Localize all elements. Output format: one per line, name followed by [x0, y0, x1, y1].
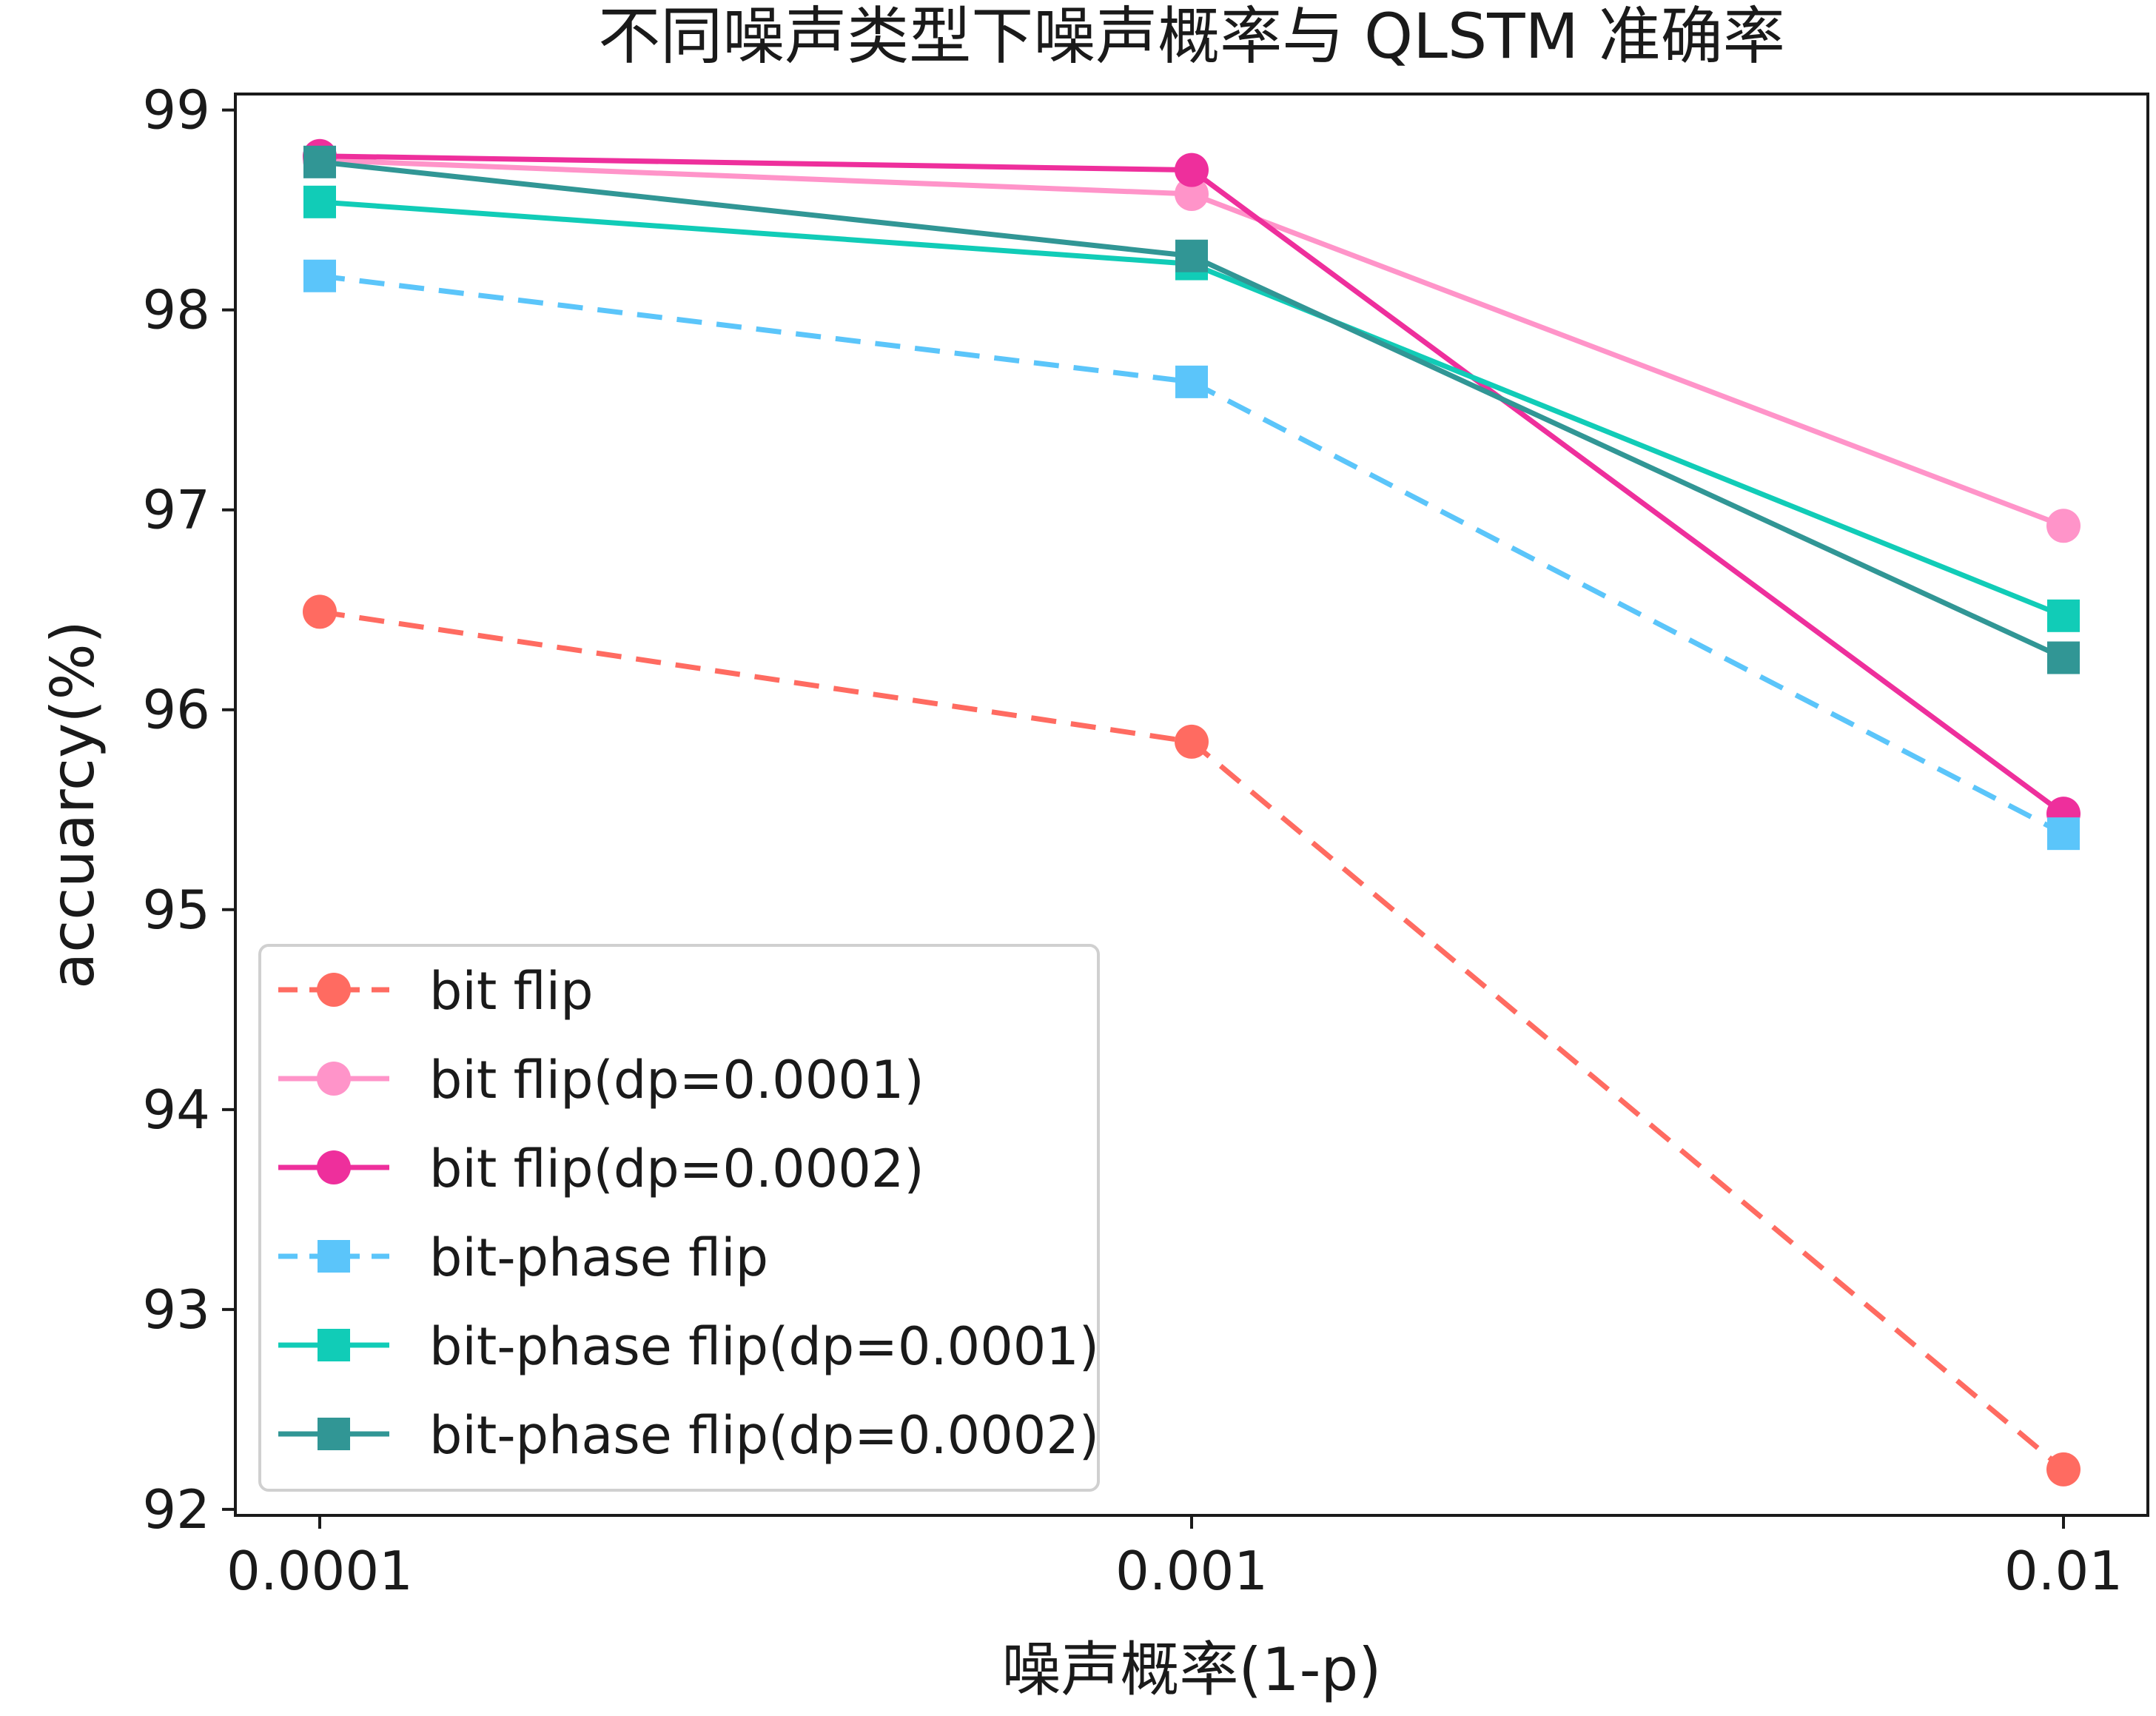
series-line [319, 273, 2065, 837]
y-tick-label: 92 [142, 1478, 210, 1541]
chart-title: 不同噪声类型下噪声概率与 QLSTM 准确率 [598, 0, 1784, 73]
x-tick-label: 0.001 [1115, 1540, 1268, 1602]
legend-swatch-marker [318, 1240, 350, 1273]
legend-swatch-marker [317, 1062, 351, 1096]
legend-item: bit-phase flip(dp=0.0001) [278, 1316, 1099, 1377]
data-point [2047, 599, 2080, 632]
series-1 [303, 594, 2081, 1487]
y-tick-label: 99 [142, 79, 210, 141]
data-point [1175, 365, 1208, 398]
legend-label: bit flip [429, 961, 594, 1022]
legend: bit flip bit flip(dp=0.0001) bit flip(dp=0… [258, 944, 1100, 1492]
data-point [2047, 817, 2080, 851]
y-tick-label: 98 [142, 279, 210, 341]
data-point [303, 259, 336, 292]
legend-item: bit flip(dp=0.0002) [278, 1139, 924, 1199]
legend-label: bit-phase flip [429, 1227, 768, 1288]
legend-swatch-marker [318, 1418, 350, 1450]
series-6 [303, 145, 2080, 674]
x-tick-label: 0.01 [2004, 1540, 2123, 1602]
data-point [1175, 177, 1209, 212]
legend-label: bit-phase flip(dp=0.0002) [429, 1405, 1099, 1466]
y-tick-label: 96 [142, 679, 210, 741]
data-point [2047, 641, 2080, 674]
legend-item: bit-phase flip(dp=0.0002) [278, 1405, 1099, 1466]
y-axis-label: accuarcy(%) [38, 620, 107, 989]
legend-box [258, 944, 1100, 1492]
data-point [2046, 509, 2081, 543]
y-tick-label: 97 [142, 479, 210, 541]
data-point [1175, 239, 1208, 272]
data-point [303, 594, 337, 629]
y-axis: 92 93 94 95 96 97 98 99 [142, 79, 235, 1541]
y-tick-label: 94 [142, 1079, 210, 1141]
series-4 [303, 259, 2080, 851]
legend-label: bit flip(dp=0.0002) [429, 1139, 924, 1199]
legend-swatch-marker [317, 1150, 351, 1184]
legend-swatch-marker [318, 1329, 350, 1361]
data-point [2046, 1452, 2081, 1487]
x-axis: 0.0001 0.001 0.01 [226, 1515, 2123, 1602]
data-point [1175, 724, 1209, 759]
legend-item: bit-phase flip [278, 1227, 768, 1288]
legend-swatch-marker [317, 973, 351, 1007]
y-tick-label: 95 [142, 879, 210, 941]
data-point [303, 185, 336, 218]
legend-label: bit-phase flip(dp=0.0001) [429, 1316, 1099, 1377]
legend-item: bit flip [278, 961, 594, 1022]
data-point [303, 145, 336, 178]
series-layer [303, 138, 2081, 1487]
x-axis-label: 噪声概率(1-p) [1002, 1635, 1382, 1704]
data-point [1175, 153, 1209, 187]
y-tick-label: 93 [142, 1278, 210, 1341]
legend-label: bit flip(dp=0.0001) [429, 1050, 924, 1110]
legend-item: bit flip(dp=0.0001) [278, 1050, 924, 1110]
x-tick-label: 0.0001 [226, 1540, 413, 1602]
